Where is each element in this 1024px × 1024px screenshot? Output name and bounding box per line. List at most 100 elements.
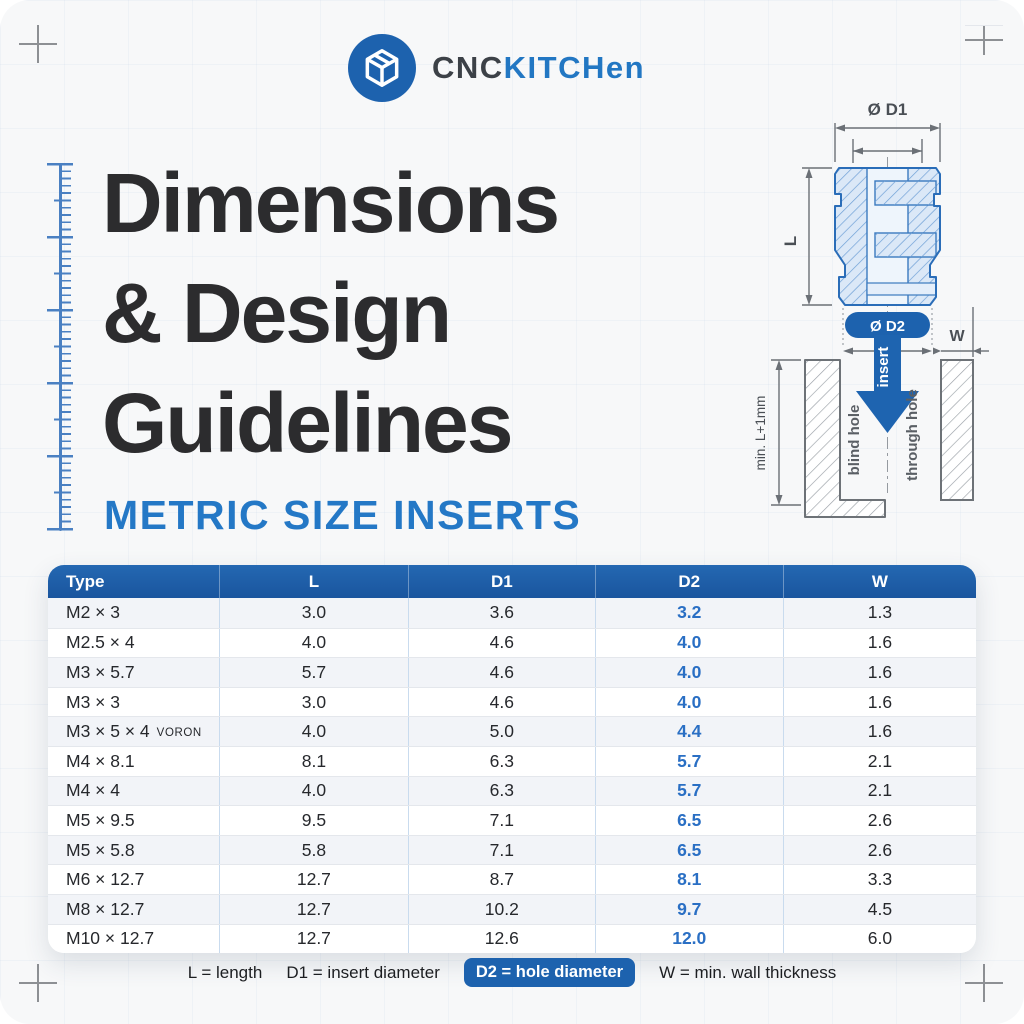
dim-d2-label: Ø D2 [870,318,905,335]
cell-w: 1.6 [782,628,976,658]
cell-type: M3 × 3 [48,688,219,717]
type-value: M5 × 5.8 [66,839,135,860]
title-line-3: Guidelines [102,376,513,470]
cell-l: 4.0 [218,717,408,746]
title-line-1: Dimensions [102,156,560,250]
blind-hole-block [804,359,886,518]
cell-d2: 4.0 [594,687,783,717]
insert-cross-section [834,167,941,306]
type-suffix: VORON [156,727,202,740]
header-type: Type [66,571,105,591]
cell-l: 12.7 [218,924,408,953]
cell-type: M4 × 4 [48,777,219,806]
brand-wordmark: CNCKITCHen [432,50,645,86]
table-row: M3 × 3 3.0 4.6 4.0 1.6 [48,686,976,717]
d2-pill [845,312,930,338]
type-value: M3 × 5 × 4 [66,721,150,742]
cell-l: 12.7 [218,865,408,894]
cell-w: 2.1 [782,776,976,806]
cell-type: M6 × 12.7 [48,865,219,894]
cell-l: 5.7 [218,658,408,687]
cell-w: 1.3 [782,598,976,628]
cell-type: M3 × 5.7 [48,658,219,687]
cell-type: M2 × 3 [48,598,219,628]
cell-w: 3.3 [782,865,976,894]
cell-type: M4 × 8.1 [48,747,219,776]
type-value: M4 × 4 [66,780,120,801]
cell-d1: 4.6 [408,687,595,717]
type-value: M2.5 × 4 [66,632,135,653]
cell-w: 2.1 [782,746,976,776]
cell-d2: 8.1 [594,865,783,894]
table-row: M10 × 12.7 12.7 12.6 12.0 6.0 [48,923,976,953]
cell-d1: 6.3 [408,746,595,776]
type-value: M3 × 5.7 [66,661,135,682]
dimensions-table: Type L D1 D2 W M2 × 3 3.0 3.6 3.2 1.3 M2… [48,565,976,953]
insert-arrow-label: insert [875,347,892,388]
cell-l: 3.0 [218,687,408,717]
cell-l: 8.1 [218,746,408,776]
table-row: M3 × 5 × 4 VORON 4.0 5.0 4.4 1.6 [48,716,976,746]
through-hole-label: through hole [904,389,921,481]
brand-text-kitchen: KITCHen [503,50,646,85]
type-value: M2 × 3 [66,602,120,623]
cell-w: 2.6 [782,806,976,835]
legend-d2-pill: D2 = hole diameter [463,958,636,987]
table-row: M2 × 3 3.0 3.6 3.2 1.3 [48,598,976,628]
cell-d1: 4.6 [408,658,595,687]
dimension-w [933,307,989,357]
table-row: M4 × 8.1 8.1 6.3 5.7 2.1 [48,745,976,776]
cell-w: 4.5 [782,894,976,924]
table-row: M8 × 12.7 12.7 10.2 9.7 4.5 [48,893,976,924]
cell-d1: 3.6 [408,598,595,628]
cell-d1: 5.0 [408,717,595,746]
cell-d1: 8.7 [408,865,595,894]
header-l: L [218,565,408,598]
cell-l: 3.0 [218,598,408,628]
header-d1: D1 [408,565,595,598]
insert-arrow: insert [856,335,919,433]
table-row: M2.5 × 4 4.0 4.6 4.0 1.6 [48,627,976,658]
cell-w: 2.6 [782,835,976,865]
cell-d2: 9.7 [594,894,783,924]
cell-d1: 7.1 [408,806,595,835]
cell-d2: 12.0 [594,924,783,953]
insert-technical-diagram: Ø D1 [755,95,1015,540]
cell-d1: 12.6 [408,924,595,953]
cell-type: M5 × 9.5 [48,806,219,835]
table-header-row: Type L D1 D2 W [48,565,976,598]
legend-w: W = min. wall thickness [659,962,837,982]
type-value: M6 × 12.7 [66,869,145,890]
dimension-inner [852,139,923,163]
cnc-kitchen-logo-icon [348,34,416,102]
cell-d2: 6.5 [594,806,783,835]
min-depth-label: min. L+1mm [755,396,768,471]
cell-l: 9.5 [218,806,408,835]
crosshair-top-right [965,25,1003,55]
type-value: M8 × 12.7 [66,898,145,919]
through-hole-block [940,359,974,501]
ruler-line [59,163,62,531]
table-row: M5 × 9.5 9.5 7.1 6.5 2.6 [48,805,976,835]
cell-d1: 4.6 [408,628,595,658]
brand-header: CNCKITCHen [348,34,645,102]
cell-d1: 7.1 [408,835,595,865]
type-value: M5 × 9.5 [66,809,135,830]
table-row: M6 × 12.7 12.7 8.7 8.1 3.3 [48,864,976,894]
brand-text-cnc: CNC [432,50,504,85]
ruler-graphic [46,163,74,535]
table-row: M4 × 4 4.0 6.3 5.7 2.1 [48,775,976,806]
legend-l: L = length [187,962,263,982]
cell-l: 4.0 [218,776,408,806]
legend-d1: D1 = insert diameter [286,962,440,982]
dimension-d1 [834,123,941,162]
type-value: M10 × 12.7 [66,928,155,949]
cell-w: 1.6 [782,687,976,717]
dimension-l [802,167,832,306]
dimension-min-depth [771,359,801,506]
type-value: M3 × 3 [66,691,120,712]
cell-d2: 5.7 [594,746,783,776]
page-subtitle: METRIC SIZE INSERTS [104,492,582,538]
cell-d2: 4.0 [594,658,783,687]
